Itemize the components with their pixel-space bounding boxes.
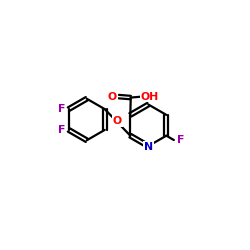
Text: O: O: [108, 92, 117, 102]
Text: OH: OH: [140, 92, 159, 102]
Text: N: N: [144, 142, 153, 152]
Text: F: F: [58, 104, 65, 114]
Text: F: F: [58, 125, 65, 135]
Text: F: F: [178, 135, 185, 145]
Text: O: O: [113, 116, 122, 126]
